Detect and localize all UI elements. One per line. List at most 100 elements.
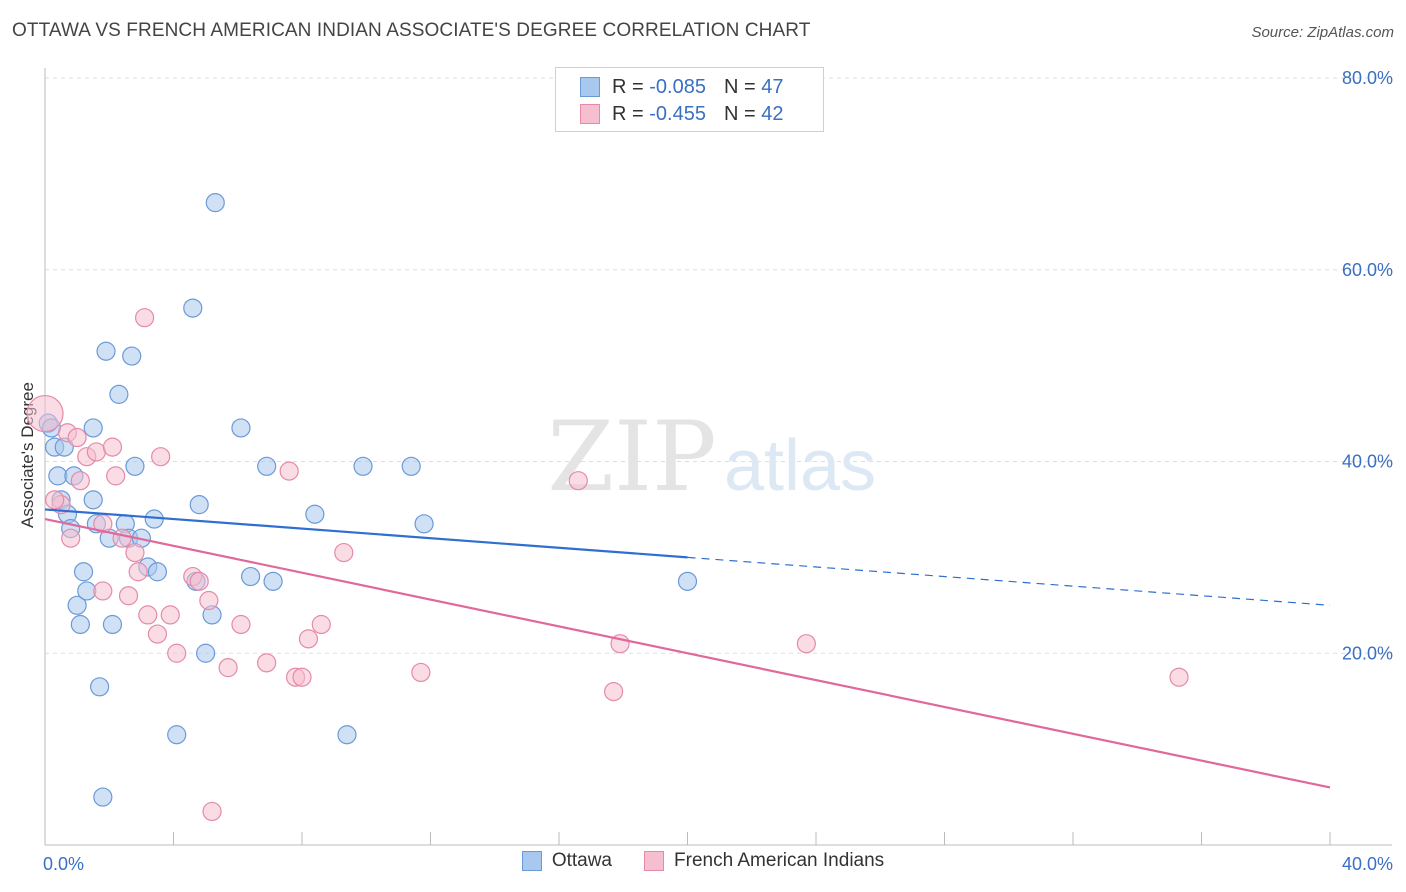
ottawa-point	[257, 456, 277, 476]
y-tick-labels: 20.0% 40.0% 60.0% 80.0%	[1342, 68, 1393, 663]
ottawa-swatch	[580, 77, 600, 97]
source-credit: Source: ZipAtlas.com	[1251, 24, 1394, 41]
ottawa-point	[147, 562, 168, 582]
french-american-indians-point	[26, 394, 64, 433]
french-american-indians-point	[796, 634, 816, 654]
ottawa-point	[677, 571, 698, 591]
french-american-indians-point	[134, 308, 155, 328]
french-american-indians-point	[311, 614, 331, 635]
ottawa-point	[83, 418, 103, 438]
french-american-indians-point	[189, 571, 209, 591]
ottawa-trend-extension	[687, 556, 1331, 606]
ottawa-point	[102, 614, 123, 635]
french-american-indians-point	[106, 466, 126, 486]
french-american-indians-point	[218, 658, 238, 678]
ottawa-point	[401, 456, 421, 476]
french-american-indians-point	[160, 605, 180, 625]
ottawa-point	[414, 514, 434, 534]
legend-row-french-american-indians: R = -0.455 N = 42	[556, 100, 783, 128]
ottawa-legend-swatch	[521, 851, 542, 871]
french-american-indians-legend-swatch	[644, 851, 665, 871]
watermark-atlas: atlas	[724, 426, 876, 506]
ottawa-point	[231, 418, 251, 438]
ottawa-point	[337, 725, 357, 745]
ottawa-point	[48, 466, 68, 486]
correlation-legend: R = -0.085 N = 47 R = -0.455 N = 42	[555, 67, 824, 132]
legend-r-value: -0.455	[649, 102, 706, 125]
watermark: ZIP atlas	[547, 401, 876, 513]
ottawa-point	[96, 341, 116, 361]
y-tick-label: 60.0%	[1342, 260, 1393, 280]
french-american-indians-point	[292, 667, 312, 687]
ottawa-point	[205, 193, 225, 213]
french-american-indians-point	[1169, 667, 1189, 687]
legend-r-label: R =	[612, 75, 644, 98]
y-tick-label: 40.0%	[1342, 452, 1393, 472]
french-american-indians-point	[147, 624, 168, 644]
ottawa-point	[73, 562, 94, 582]
french-american-indians-point	[93, 581, 113, 601]
legend-n-label: N =	[723, 75, 756, 98]
legend-n-label: N =	[723, 102, 756, 125]
ottawa-point	[189, 495, 209, 515]
french-american-indians-point	[112, 528, 132, 548]
french-american-indians-point	[279, 461, 299, 481]
ottawa-point	[90, 677, 110, 697]
french-american-indians-point	[118, 586, 139, 606]
french-american-indians-point	[138, 605, 158, 625]
ottawa-point	[183, 298, 203, 318]
chart-title: OTTAWA VS FRENCH AMERICAN INDIAN ASSOCIA…	[12, 20, 811, 41]
ottawa-point	[93, 787, 113, 807]
y-tick-label: 80.0%	[1342, 68, 1393, 88]
ottawa-point	[70, 614, 90, 635]
legend-row-ottawa: R = -0.085 N = 47	[556, 73, 783, 101]
french-american-indians-point	[45, 490, 65, 510]
ottawa-point	[196, 643, 216, 663]
french-american-indians-point	[151, 447, 171, 467]
french-american-indians-point	[128, 562, 148, 582]
legend-item-label: French American Indians	[674, 850, 885, 871]
french-american-indians-point	[202, 801, 222, 822]
axes	[44, 68, 1392, 846]
ottawa-point	[241, 566, 261, 587]
french-american-indians-point	[125, 542, 145, 563]
x-tick-label: 0.0%	[43, 854, 84, 874]
french-american-indians-point	[102, 437, 123, 457]
legend-n-value: 47	[761, 75, 784, 98]
x-tick-label: 40.0%	[1342, 854, 1393, 874]
french-american-indians-point	[61, 528, 81, 548]
ottawa-point	[67, 595, 87, 615]
trend-lines	[44, 508, 1331, 789]
x-axis-ticks	[44, 832, 1331, 845]
data-points	[26, 193, 1189, 822]
legend-item-ottawa[interactable]: Ottawa	[521, 850, 613, 872]
ottawa-point	[263, 571, 283, 591]
french-american-indians-point	[604, 681, 624, 702]
ottawa-point	[109, 384, 129, 404]
french-american-indians-swatch	[580, 104, 600, 124]
ottawa-point	[353, 456, 373, 476]
series-legend: Ottawa French American Indians	[0, 850, 1406, 872]
legend-item-french-american-indians[interactable]: French American Indians	[644, 850, 884, 872]
french-american-indians-point	[70, 471, 90, 491]
ottawa-point	[122, 346, 142, 366]
french-american-indians-point	[67, 427, 87, 448]
french-american-indians-point	[568, 471, 588, 491]
x-tick-labels: 0.0% 40.0%	[43, 854, 1393, 874]
legend-item-label: Ottawa	[551, 850, 613, 871]
french-american-indians-point	[231, 614, 251, 635]
french-american-indians-point	[334, 542, 354, 563]
ottawa-trend-line	[44, 508, 688, 559]
french-american-indians-trend-line	[44, 517, 1331, 789]
ottawa-point	[83, 490, 103, 510]
french-american-indians-point	[167, 643, 187, 663]
legend-n-value: 42	[761, 102, 784, 125]
watermark-zip: ZIP	[547, 401, 716, 513]
french-american-indians-point	[411, 662, 431, 683]
french-american-indians-point	[257, 653, 277, 673]
ottawa-point	[305, 504, 325, 524]
ottawa-point	[77, 581, 97, 601]
gridlines	[45, 77, 1392, 654]
french-american-indians-point	[199, 590, 219, 611]
